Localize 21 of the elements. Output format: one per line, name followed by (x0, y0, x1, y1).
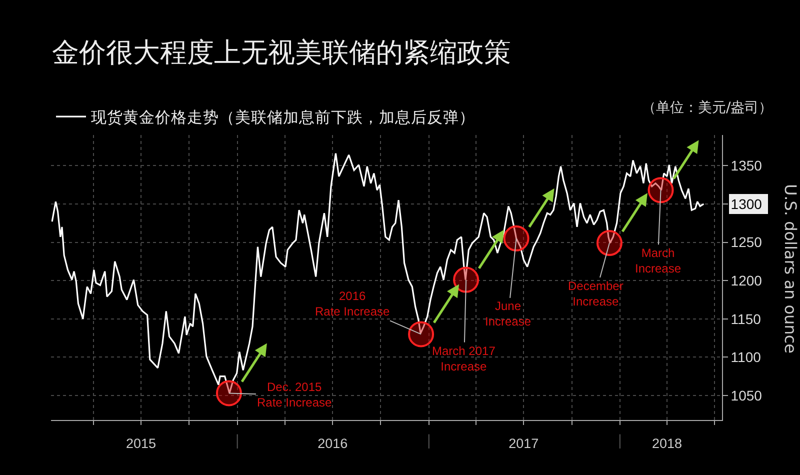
text: （单位：美元/盎司） (642, 100, 773, 116)
y-tick-label: 1150 (730, 310, 762, 327)
y-tick-label: 1250 (730, 234, 762, 250)
y-tick-label: 1350 (730, 158, 762, 174)
y-axis-title: U.S. dollars an ounce (780, 184, 800, 354)
x-tick-label: 2018 (652, 436, 682, 452)
annotation: December Increase (568, 279, 624, 309)
annotation: June Increase (485, 299, 532, 329)
legend-label: 现货黄金价格走势（美联储加息前下跌，加息后反弹） (91, 108, 475, 127)
chart-title: 金价很大程度上无视美联储的紧缩政策 (52, 37, 511, 68)
annotation: 2016 Rate Increase (315, 289, 390, 319)
annotation: March 2017 Increase (432, 344, 496, 374)
y-tick-label: 1100 (730, 349, 762, 366)
annotation: Dec. 2015 Rate Increase (257, 380, 332, 410)
y-tick-label: 1050 (730, 387, 762, 404)
x-tick-label: 2016 (318, 436, 348, 452)
x-tick-label: 2017 (508, 436, 539, 452)
x-tick-label: 2015 (126, 436, 156, 452)
y-tick-label: 1300 (730, 196, 762, 212)
y-tick-label: 1200 (730, 272, 762, 288)
annotation: March Increase (635, 246, 682, 276)
